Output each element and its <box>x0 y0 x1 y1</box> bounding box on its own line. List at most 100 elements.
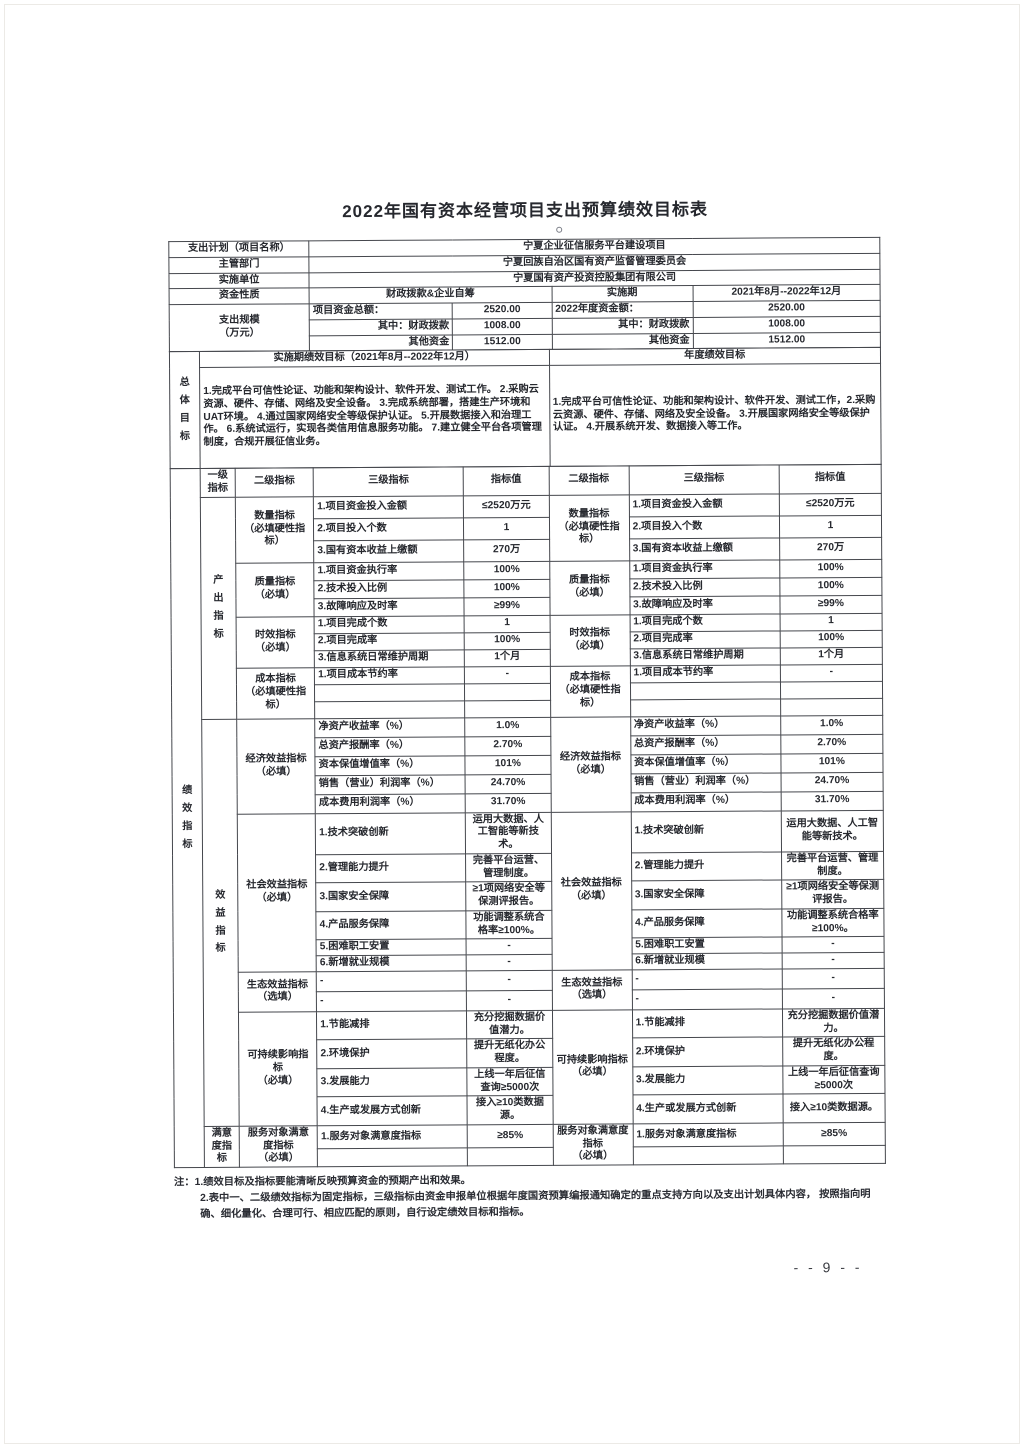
l3-cell <box>314 700 466 719</box>
impl-period-goal-text: 1.完成平台可信性论证、功能和架构设计、软件开发、测试工作。 2.采购云资源、硬… <box>199 365 550 469</box>
value-cell: - <box>782 988 885 1009</box>
l3-cell: - <box>316 990 467 1012</box>
l2-name: 服务对象满意度指标 <box>247 1127 309 1152</box>
l2-name: 质量指标 <box>568 574 610 586</box>
fiscal-grant-value: 1008.00 <box>452 318 552 335</box>
value-cell: 270万 <box>463 538 550 562</box>
l3-cell: 4.产品服务保障 <box>631 908 782 939</box>
l2-cell: 经济效益指标 （必填） <box>550 716 631 812</box>
l3-cell: 总资产报酬率（%） <box>630 734 781 755</box>
l2-name: 成本指标 <box>569 671 611 684</box>
table-row: 可持续影响指标 （必填） 1.节能减排 充分挖掘数据价值潜力。 可持续影响指标 （必… <box>173 1008 885 1127</box>
value-cell: 100% <box>779 629 883 648</box>
value-cell: - <box>781 936 885 953</box>
l2-cell: 服务对象满意度指标 （必填） <box>552 1123 634 1166</box>
l3-cell: 1.节能减排 <box>632 1008 783 1039</box>
l2-cell: 服务对象满意度指标 （必填） <box>239 1125 318 1168</box>
performance-side-label: 绩效指标 <box>170 468 205 1168</box>
value-cell: 31.70% <box>780 790 884 811</box>
l2-name: 可持续影响指标 <box>556 1053 629 1066</box>
fiscal-grant-label: 其中：财政拨款 <box>309 318 453 336</box>
l3-cell: 成本费用利润率（%） <box>630 791 782 812</box>
l3-cell: 销售（营业）利润率（%） <box>315 774 466 795</box>
plan-label-cell: 支出计划（项目名称） <box>168 240 310 258</box>
fund-label-cell: 资金性质 <box>169 288 310 305</box>
value-cell: - <box>782 968 885 989</box>
value-cell: 101% <box>780 752 884 773</box>
header-value-right: 指标值 <box>778 464 882 494</box>
indicators-table: 绩效指标 一级指标 二级指标 三级指标 指标值 二级指标 三级指标 指标值 产出… <box>170 464 886 1168</box>
l3-cell: 1.项目成本节约率 <box>629 664 781 683</box>
l3-cell: 1.项目完成个数 <box>314 615 465 634</box>
footnote-line-2: 2.表中一、二级绩效指标为固定指标，三级指标由资金申报单位根据年度国资预算编报通… <box>200 1188 871 1220</box>
l3-cell: 6.新增就业规模 <box>316 954 467 972</box>
l2-cell: 成本指标 （必填硬性指标） <box>549 665 631 717</box>
scale-label-cell: 支出规模 （万元） <box>169 303 310 352</box>
l3-cell <box>317 1148 468 1167</box>
l3-cell: 1.项目资金投入金额 <box>628 493 780 517</box>
l3-cell: 3.国家安全保障 <box>631 880 782 910</box>
l3-cell <box>630 681 781 700</box>
value-cell: ≥99% <box>779 594 883 614</box>
l3-cell: 3.故障响应及时率 <box>314 597 465 617</box>
unit-label-cell: 实施单位 <box>168 272 310 289</box>
l2-tag: （必填） <box>569 639 611 652</box>
l2-name: 质量指标 <box>254 576 296 588</box>
l3-cell: 3.信息系统日常维护周期 <box>314 649 465 668</box>
overall-goal-side-label: 总体目标 <box>169 351 201 469</box>
l3-cell: - <box>316 970 467 992</box>
value-cell: 提升无纸化办公程度。 <box>782 1036 885 1066</box>
l2-cell: 成本指标 （必填硬性指标） <box>236 667 315 719</box>
l2-cell: 可持续影响指标 （必填） <box>551 1009 633 1125</box>
value-cell <box>464 682 551 701</box>
l3-cell: 1.服务对象满意度指标 <box>317 1124 468 1149</box>
value-cell: ≥85% <box>467 1124 553 1149</box>
other-funds-value-r: 1512.00 <box>693 331 881 349</box>
l2-tag: （必填） <box>570 890 612 902</box>
l2-name: 经济效益指标 <box>245 753 307 765</box>
l2-name: 服务对象满意度指标 <box>557 1125 629 1150</box>
l2-cell: 社会效益指标 （必填） <box>237 813 317 973</box>
l3-cell: 总资产报酬率（%） <box>314 736 466 757</box>
value-cell: 100% <box>464 631 550 650</box>
l1-output-text: 产出指标 <box>213 575 224 640</box>
l3-cell: 2.项目投入个数 <box>629 515 780 539</box>
l3-cell: 1.项目资金执行率 <box>313 561 465 581</box>
l2-tag: （必填） <box>572 1150 614 1162</box>
value-cell: 完善平台运营、管理制度。 <box>781 851 884 881</box>
l2-name: 生态效益指标 <box>246 978 309 991</box>
annual-amount-label: 2022年度资金额： <box>551 301 693 319</box>
table-row: 社会效益指标 （必填） 1.技术突破创新 运用大数据、人工智能等新技术。 社会效益… <box>172 809 884 973</box>
total-amount-label: 项目资金总额： <box>309 302 453 320</box>
l3-cell: 1.服务对象满意度指标 <box>632 1122 784 1148</box>
l3-cell: 1.项目完成个数 <box>629 613 780 632</box>
l2-name: 社会效益指标 <box>560 877 622 890</box>
fiscal-grant-label-r: 其中：财政拨款 <box>551 317 694 334</box>
l3-cell: 2.项目完成率 <box>314 632 465 651</box>
l3-cell: 2.管理能力提升 <box>631 851 782 882</box>
l3-cell: 2.项目完成率 <box>629 630 781 649</box>
indicator-header-row: 绩效指标 一级指标 二级指标 三级指标 指标值 二级指标 三级指标 指标值 <box>170 464 882 1168</box>
l1-output-cell: 产出指标 <box>200 496 237 719</box>
value-cell: 2.70% <box>780 733 883 754</box>
l3-cell: 4.生产或发展方式创新 <box>317 1096 468 1126</box>
value-cell <box>467 1147 553 1166</box>
value-cell: 270万 <box>779 536 882 560</box>
value-cell: 100% <box>779 576 882 596</box>
title-mark <box>556 226 563 233</box>
value-cell: - <box>466 938 552 955</box>
annual-goal-text: 1.完成平台可信性论证、功能和架构设计、软件开发、测试工作，2.采购云资源、硬件… <box>549 363 882 467</box>
value-cell: 功能调整系统合格率≥100%。 <box>466 910 552 940</box>
l3-cell: 5.困难职工安置 <box>316 939 467 956</box>
l3-cell: 3.故障响应及时率 <box>629 595 780 615</box>
l2-tag: （必填） <box>256 892 298 904</box>
value-cell: 上线一年后征信查询≥5000次 <box>467 1067 553 1097</box>
value-cell <box>780 680 883 699</box>
value-cell: 1 <box>464 614 550 633</box>
value-cell: 1 <box>779 612 883 631</box>
l2-name: 数量指标 <box>254 510 295 522</box>
fund-value-cell: 财政拨款&企业自筹 <box>309 286 552 304</box>
l2-name: 时效指标 <box>254 629 296 641</box>
l2-cell: 质量指标 （必填） <box>549 560 630 615</box>
l2-cell: 社会效益指标 （必填） <box>550 811 632 971</box>
